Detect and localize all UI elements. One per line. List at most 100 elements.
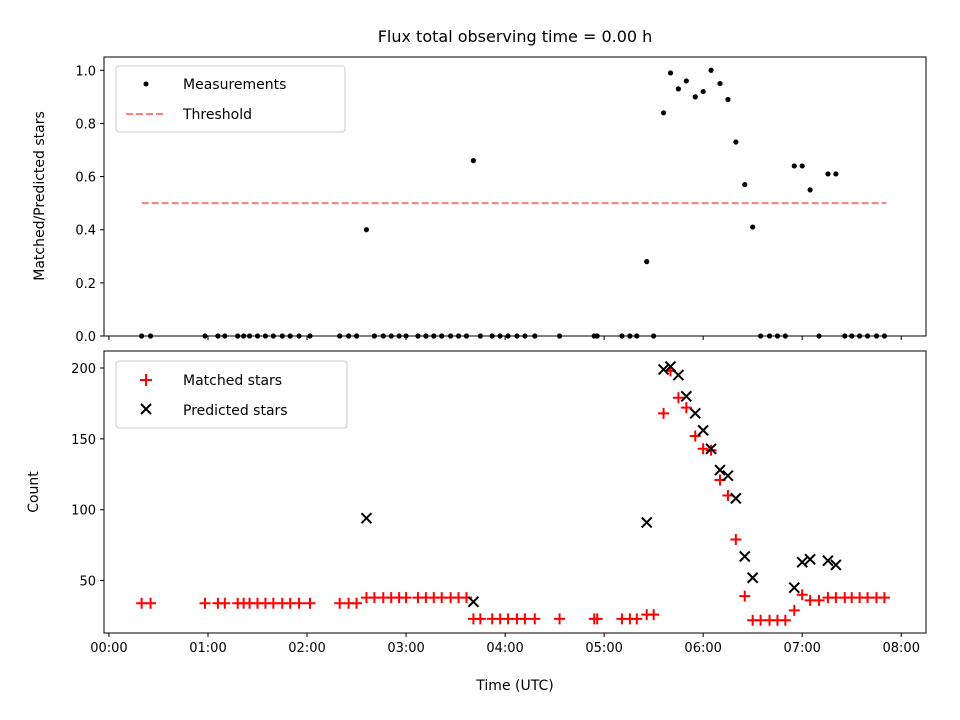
bottom-x-tick-label: 06:00 [684, 641, 721, 656]
measurement-point [799, 163, 805, 169]
matched-star-point [705, 444, 717, 456]
measurements-legend-label: Measurements [183, 77, 286, 93]
measurement-point [708, 67, 714, 73]
measurement-point [825, 171, 831, 177]
top-y-tick-label: 0.6 [75, 171, 96, 186]
bottom-x-tick-label: 02:00 [288, 641, 325, 656]
predicted-star-point [714, 464, 726, 476]
matched-star-point [400, 592, 412, 604]
matched-star-point [199, 597, 211, 609]
matched-legend-label: Matched stars [183, 373, 282, 389]
bottom-y-tick-label: 200 [71, 362, 96, 377]
matched-star-point [145, 597, 157, 609]
predicted-star-point [705, 443, 717, 455]
matched-star-point [529, 613, 541, 625]
bottom-marks [136, 360, 890, 626]
measurement-point [791, 163, 797, 169]
predicted-star-point [788, 581, 800, 594]
predicted-star-point [657, 363, 670, 376]
top-legend-box [115, 65, 346, 133]
flux-ratio-chart: 0.0 0.2 0.4 0.6 0.8 1.0 Flux total observing … [32, 27, 927, 345]
measurement-point [807, 187, 813, 193]
predicted-star-point [360, 512, 373, 524]
matched-star-point [779, 614, 791, 626]
predicted-star-point [680, 390, 693, 403]
predicted-legend-label: Predicted stars [183, 403, 288, 419]
measurement-point [667, 70, 674, 76]
measurements-legend-marker [143, 81, 149, 87]
bottom-x-tick-label: 05:00 [585, 641, 622, 656]
top-legend: Measurements Threshold [115, 65, 346, 133]
measurement-point [363, 227, 370, 233]
bottom-x-tick-label: 00:00 [90, 641, 127, 656]
top-y-tick-label: 0.8 [75, 117, 96, 132]
bottom-x-tick-label: 08:00 [883, 641, 920, 656]
predicted-star-point [739, 550, 751, 563]
threshold-legend-label: Threshold [182, 107, 252, 123]
matched-star-point [219, 597, 231, 609]
matched-legend-marker [140, 374, 152, 386]
matched-star-point [672, 392, 684, 404]
bottom-y-axis: 50 100 150 200 [71, 362, 104, 590]
predicted-star-point [722, 469, 734, 482]
predicted-star-point [672, 369, 685, 381]
matched-star-point [697, 443, 709, 455]
measurement-point [644, 259, 650, 265]
measurement-point [833, 171, 839, 177]
bottom-y-tick-label: 150 [71, 433, 96, 448]
matched-star-point [474, 613, 486, 625]
matched-star-point [680, 402, 692, 414]
predicted-star-point [467, 596, 480, 608]
bottom-x-tick-label: 03:00 [387, 641, 424, 656]
predicted-star-point [730, 492, 742, 505]
bottom-y-tick-label: 50 [79, 575, 96, 590]
predicted-star-point [746, 572, 759, 584]
measurement-point [733, 139, 739, 145]
measurement-point [717, 80, 723, 87]
predicted-star-point [804, 553, 816, 566]
predicted-star-point [641, 516, 653, 529]
matched-star-point [591, 613, 603, 625]
measurement-point [683, 78, 689, 84]
top-y-axis-label: Matched/Predicted stars [32, 111, 48, 281]
matched-star-point [293, 597, 305, 609]
matched-star-point [648, 609, 660, 621]
predicted-star-point [822, 555, 834, 567]
bottom-y-tick-label: 100 [71, 504, 96, 519]
matched-star-point [658, 407, 670, 419]
bottom-x-tick-label: 04:00 [486, 641, 523, 656]
star-count-chart: 50 100 150 200 00:00 01:00 02:00 03:00 04:00 05:… [26, 350, 927, 694]
bottom-y-axis-label: Count [26, 471, 42, 513]
matched-star-point [351, 597, 363, 609]
measurement-point [660, 110, 667, 116]
predicted-star-point [689, 407, 701, 420]
measurement-point [470, 158, 477, 164]
bottom-x-tick-label: 07:00 [783, 641, 820, 656]
top-y-tick-label: 0.0 [75, 330, 96, 345]
bottom-x-tick-label: 01:00 [189, 641, 226, 656]
measurement-point [692, 94, 698, 100]
predicted-star-point [697, 424, 709, 437]
matched-star-point [631, 613, 643, 625]
top-y-tick-label: 1.0 [75, 64, 96, 79]
top-y-tick-label: 0.4 [75, 224, 96, 239]
bottom-legend-box [115, 360, 348, 429]
matched-star-point [813, 594, 825, 606]
bottom-legend: Matched stars Predicted stars [115, 360, 348, 429]
bottom-plot-frame [103, 350, 927, 634]
matched-star-point [554, 613, 566, 625]
matched-star-point [722, 490, 734, 502]
predicted-star-point [830, 559, 842, 571]
chart-title: Flux total observing time = 0.00 h [378, 27, 653, 46]
top-x-axis [108, 336, 902, 340]
predicted-legend-marker [140, 403, 152, 415]
matched-star-point [730, 533, 742, 545]
measurement-point [750, 224, 756, 230]
top-plot-frame [103, 56, 927, 337]
measurement-point [675, 86, 682, 92]
top-y-tick-label: 0.2 [75, 277, 96, 292]
matched-star-point [788, 604, 800, 616]
matched-star-point [739, 590, 751, 602]
matched-star-point [796, 589, 808, 601]
